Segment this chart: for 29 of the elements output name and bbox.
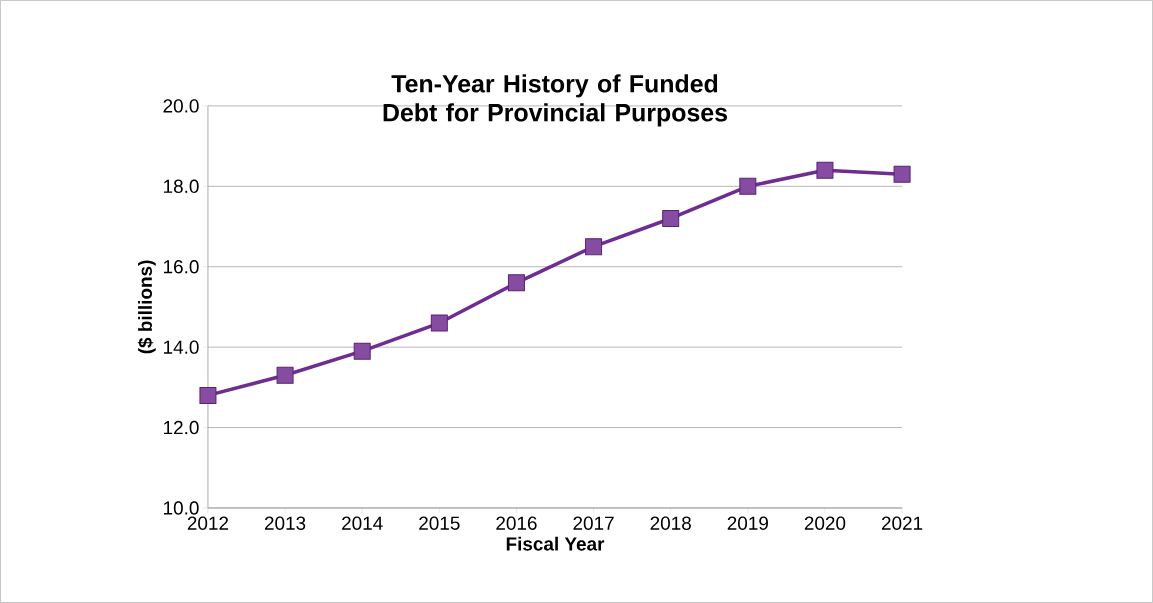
x-tick-label: 2016 — [496, 516, 537, 530]
point — [276, 366, 294, 384]
y-tick-label: 12.0 — [164, 420, 199, 435]
y-tick-label: 20.0 — [163, 99, 199, 113]
chart-title: Ten-Year History of Funded Debt for Provincial Purposes — [383, 74, 727, 127]
point — [816, 161, 834, 179]
x-tick-label: 2014 — [342, 516, 383, 530]
point — [199, 386, 217, 404]
x-tick-label: 2021 — [881, 516, 923, 530]
point — [507, 274, 525, 292]
x-tick-label: 2019 — [727, 516, 768, 530]
point — [430, 314, 448, 332]
point — [585, 238, 603, 256]
x-axis-title: Fiscal Year — [506, 536, 605, 551]
y-axis-title: ($ billions) — [137, 260, 156, 354]
y-tick-label: 14.0 — [164, 340, 199, 354]
x-tick-label: 2012 — [187, 516, 229, 530]
y-tick-label: 18.0 — [164, 179, 199, 194]
y-tick-label: 10.0 — [164, 501, 199, 515]
y-tick-label: 16.0 — [164, 260, 199, 274]
x-tick-label: 2017 — [573, 516, 614, 530]
point — [353, 342, 371, 360]
point — [662, 210, 680, 228]
point — [739, 177, 757, 195]
x-tick-label: 2020 — [804, 516, 846, 530]
x-tick-label: 2013 — [264, 516, 306, 530]
x-tick-label: 2018 — [650, 516, 691, 530]
point — [893, 165, 911, 183]
x-tick-label: 2015 — [419, 516, 460, 530]
